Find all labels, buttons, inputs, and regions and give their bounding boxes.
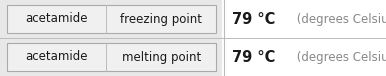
Text: freezing point: freezing point <box>120 12 202 26</box>
Text: acetamide: acetamide <box>25 12 88 26</box>
Bar <box>7 5 216 33</box>
Bar <box>222 0 386 38</box>
Text: acetamide: acetamide <box>25 50 88 64</box>
Bar <box>222 38 386 76</box>
Text: (degrees Celsius): (degrees Celsius) <box>293 50 386 64</box>
Text: 79 °C: 79 °C <box>232 49 275 65</box>
Text: (degrees Celsius): (degrees Celsius) <box>293 12 386 26</box>
Text: 79 °C: 79 °C <box>232 11 275 27</box>
Bar <box>7 43 216 71</box>
Text: melting point: melting point <box>122 50 201 64</box>
